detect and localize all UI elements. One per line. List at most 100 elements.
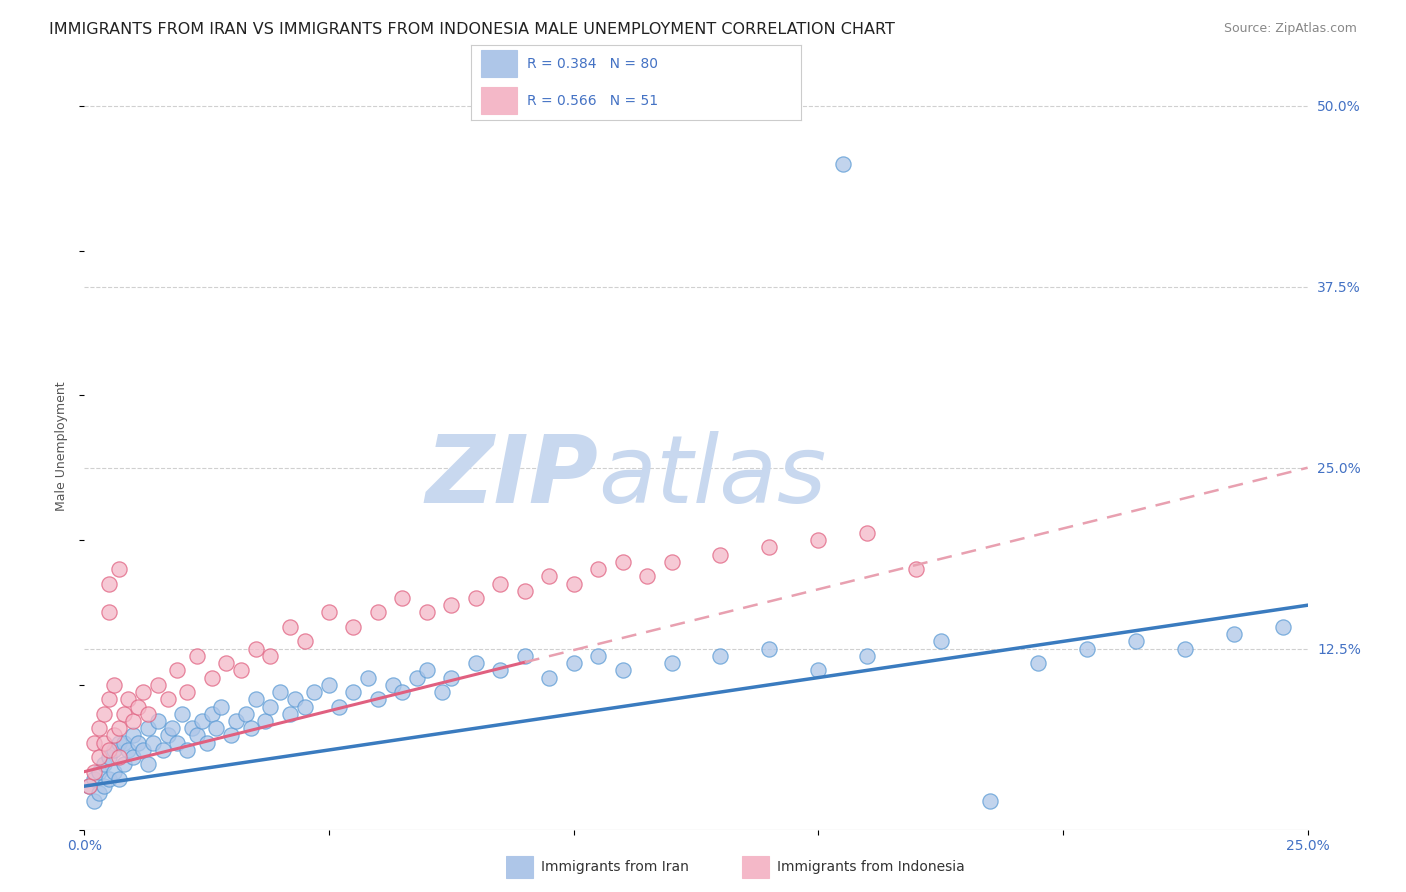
Point bbox=[416, 664, 439, 678]
Point bbox=[176, 743, 198, 757]
Point bbox=[186, 648, 208, 663]
Point bbox=[117, 743, 139, 757]
Point bbox=[107, 721, 129, 735]
Point bbox=[440, 671, 463, 685]
Point bbox=[107, 750, 129, 764]
Point bbox=[464, 591, 486, 605]
Point bbox=[225, 714, 247, 728]
Point bbox=[200, 671, 222, 685]
Point bbox=[367, 606, 389, 620]
Text: Immigrants from Indonesia: Immigrants from Indonesia bbox=[778, 860, 965, 874]
Point bbox=[87, 764, 110, 779]
Point bbox=[513, 648, 536, 663]
Point bbox=[381, 678, 404, 692]
Point bbox=[136, 706, 159, 721]
Text: ZIP: ZIP bbox=[425, 431, 598, 523]
Point bbox=[83, 794, 105, 808]
Point bbox=[259, 699, 281, 714]
Point bbox=[156, 729, 179, 743]
Point bbox=[136, 721, 159, 735]
Point bbox=[807, 664, 830, 678]
Point bbox=[269, 685, 291, 699]
Point bbox=[107, 562, 129, 576]
Point bbox=[294, 634, 316, 648]
Point bbox=[406, 671, 429, 685]
Point bbox=[586, 562, 609, 576]
Point bbox=[87, 786, 110, 800]
Point bbox=[284, 692, 307, 706]
Point bbox=[807, 533, 830, 547]
Point bbox=[191, 714, 214, 728]
Point bbox=[181, 721, 204, 735]
Text: IMMIGRANTS FROM IRAN VS IMMIGRANTS FROM INDONESIA MALE UNEMPLOYMENT CORRELATION : IMMIGRANTS FROM IRAN VS IMMIGRANTS FROM … bbox=[49, 22, 896, 37]
Text: R = 0.566   N = 51: R = 0.566 N = 51 bbox=[527, 94, 658, 108]
Point bbox=[831, 157, 853, 171]
Point bbox=[1174, 641, 1197, 656]
Text: atlas: atlas bbox=[598, 431, 827, 522]
Point bbox=[172, 706, 194, 721]
Point bbox=[254, 714, 277, 728]
Point bbox=[97, 743, 120, 757]
Point bbox=[83, 764, 105, 779]
Point bbox=[122, 729, 145, 743]
Point bbox=[538, 671, 561, 685]
Point bbox=[219, 729, 242, 743]
Point bbox=[245, 641, 267, 656]
Y-axis label: Male Unemployment: Male Unemployment bbox=[55, 381, 69, 511]
Point bbox=[229, 664, 252, 678]
Point bbox=[1125, 634, 1147, 648]
Text: R = 0.384   N = 80: R = 0.384 N = 80 bbox=[527, 56, 658, 70]
Point bbox=[440, 598, 463, 612]
Point bbox=[612, 664, 634, 678]
Point bbox=[93, 757, 115, 772]
Point bbox=[357, 671, 380, 685]
Point bbox=[278, 706, 301, 721]
Point bbox=[107, 736, 129, 750]
Point bbox=[929, 634, 952, 648]
Bar bbox=[481, 50, 517, 78]
Point bbox=[538, 569, 561, 583]
Text: Immigrants from Iran: Immigrants from Iran bbox=[540, 860, 689, 874]
Point bbox=[127, 736, 149, 750]
Bar bbox=[506, 855, 533, 879]
Point bbox=[1028, 656, 1050, 670]
Point bbox=[294, 699, 316, 714]
Point bbox=[562, 576, 585, 591]
Point bbox=[176, 685, 198, 699]
Point bbox=[661, 656, 683, 670]
Point bbox=[152, 743, 174, 757]
Point bbox=[586, 648, 609, 663]
Point bbox=[112, 706, 135, 721]
Point bbox=[103, 743, 125, 757]
Point bbox=[97, 576, 120, 591]
Point bbox=[112, 736, 135, 750]
Point bbox=[77, 779, 100, 793]
Point bbox=[186, 729, 208, 743]
Point bbox=[136, 757, 159, 772]
Point bbox=[162, 721, 184, 735]
Point bbox=[328, 699, 350, 714]
Point bbox=[239, 721, 262, 735]
Point bbox=[709, 648, 731, 663]
Point bbox=[195, 736, 218, 750]
Point bbox=[367, 692, 389, 706]
Point bbox=[97, 692, 120, 706]
Point bbox=[856, 525, 879, 540]
Point bbox=[146, 678, 169, 692]
Point bbox=[513, 583, 536, 598]
Point bbox=[342, 620, 364, 634]
Point bbox=[97, 750, 120, 764]
Point bbox=[758, 641, 780, 656]
Point bbox=[122, 714, 145, 728]
Point bbox=[304, 685, 326, 699]
Point bbox=[612, 555, 634, 569]
Point bbox=[318, 606, 340, 620]
Point bbox=[87, 750, 110, 764]
Point bbox=[979, 794, 1001, 808]
Point bbox=[77, 779, 100, 793]
Point bbox=[235, 706, 257, 721]
Point bbox=[391, 685, 413, 699]
Point bbox=[489, 664, 512, 678]
Point bbox=[1076, 641, 1098, 656]
Point bbox=[93, 706, 115, 721]
